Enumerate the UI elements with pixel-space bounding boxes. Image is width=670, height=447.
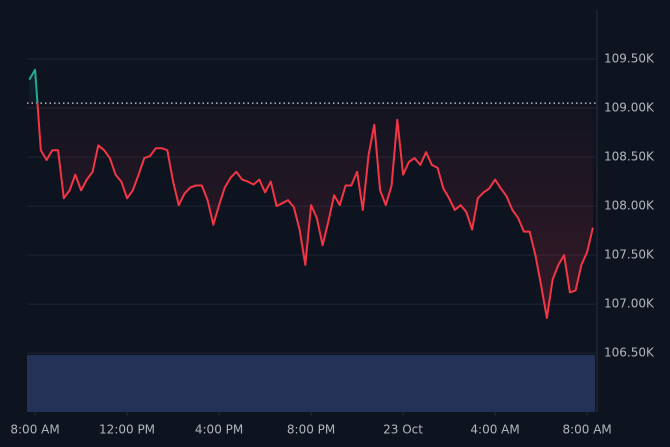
- y-tick-label: 107.50K: [604, 248, 655, 262]
- x-tick-label: 8:00 PM: [287, 423, 335, 437]
- y-tick-label: 109.00K: [604, 101, 655, 115]
- y-tick-label: 109.50K: [604, 52, 655, 66]
- price-area: [29, 69, 593, 318]
- volume-area: [27, 355, 595, 412]
- y-tick-label: 108.00K: [604, 199, 655, 213]
- x-tick-label: 8:00 AM: [10, 423, 59, 437]
- y-tick-label: 106.50K: [604, 346, 655, 360]
- x-tick-label: 4:00 AM: [470, 423, 519, 437]
- x-tick-label: 12:00 PM: [99, 423, 155, 437]
- x-tick-label: 8:00 AM: [562, 423, 611, 437]
- y-tick-label: 107.00K: [604, 297, 655, 311]
- y-tick-label: 108.50K: [604, 150, 655, 164]
- x-tick-label: 23 Oct: [383, 423, 423, 437]
- price-line: [28, 68, 594, 319]
- x-tick-label: 4:00 PM: [195, 423, 243, 437]
